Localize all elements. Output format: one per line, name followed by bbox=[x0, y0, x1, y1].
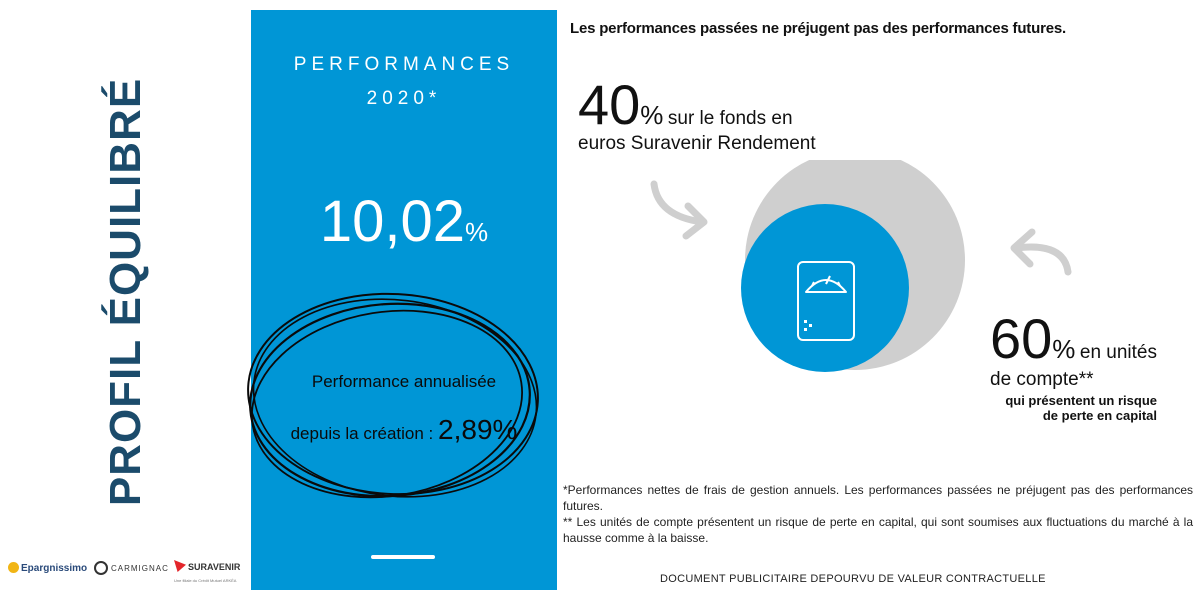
performance-number: 10,02 bbox=[319, 189, 466, 254]
scribble-circle-decoration bbox=[247, 292, 539, 499]
epargnissimo-logo-text: Epargnissimo bbox=[21, 563, 88, 574]
partner-logos: Epargnissimo CARMIGNAC SURAVENIR Une fil… bbox=[8, 556, 253, 586]
suravenir-logo-subtitle: Une filiale du Crédit Mutuel ARKÉA bbox=[174, 578, 237, 583]
uc-text-2: de compte** bbox=[990, 369, 1094, 390]
uc-risk-line-2: de perte en capital bbox=[1042, 408, 1157, 423]
past-performance-disclaimer: Les performances passées ne préjugent pa… bbox=[570, 20, 1066, 37]
uc-risk-text: qui présentent un risque de perte en cap… bbox=[990, 393, 1157, 423]
annualized-label-since: depuis la création : bbox=[290, 424, 434, 443]
performance-unit: % bbox=[465, 217, 489, 247]
fonds-euros-allocation: 40% sur le fonds en euros Suravenir Rend… bbox=[578, 72, 816, 155]
document-note: DOCUMENT PUBLICITAIRE DEPOURVU DE VALEUR… bbox=[660, 573, 1046, 585]
carmignac-logo: CARMIGNAC bbox=[94, 561, 169, 575]
performance-value: 10,02% bbox=[251, 188, 557, 255]
fonds-share-number: 40 bbox=[578, 73, 641, 136]
uc-share-number: 60 bbox=[990, 307, 1053, 370]
footnote-2: ** Les unités de compte présentent un ri… bbox=[563, 515, 1193, 545]
uc-risk-line-1: qui présentent un risque bbox=[1005, 393, 1157, 408]
panel-divider bbox=[371, 555, 435, 559]
footnotes: *Performances nettes de frais de gestion… bbox=[563, 482, 1193, 546]
annualized-row: depuis la création : 2,89% bbox=[251, 414, 557, 446]
performance-panel: PERFORMANCES 2020* 10,02% Performance an… bbox=[247, 10, 557, 590]
curved-arrow-right-icon bbox=[1010, 228, 1072, 276]
carmignac-logo-icon bbox=[94, 561, 108, 575]
fonds-text: sur le fonds en bbox=[667, 108, 793, 129]
fonds-share-pct: % bbox=[640, 100, 664, 130]
carmignac-logo-text: CARMIGNAC bbox=[111, 564, 169, 573]
suravenir-logo-icon bbox=[174, 560, 186, 572]
unites-de-compte-allocation: 60% en unités de compte** qui présentent… bbox=[990, 306, 1157, 423]
scale-icon bbox=[797, 261, 855, 341]
allocation-graphic bbox=[650, 160, 1072, 372]
epargnissimo-logo-icon bbox=[8, 562, 19, 573]
panel-heading: PERFORMANCES bbox=[293, 54, 515, 75]
panel-heading-year: 2020* bbox=[366, 88, 442, 109]
annualized-label: Performance annualisée bbox=[311, 372, 497, 391]
suravenir-logo: SURAVENIR Une filiale du Crédit Mutuel A… bbox=[174, 557, 240, 583]
uc-share-pct: % bbox=[1052, 334, 1076, 364]
uc-text: en unités bbox=[1079, 342, 1157, 363]
profile-title: PROFIL ÉQUILIBRÉ bbox=[101, 77, 150, 507]
epargnissimo-logo: Epargnissimo bbox=[8, 562, 87, 574]
suravenir-logo-text: SURAVENIR bbox=[188, 562, 241, 572]
curved-arrow-left-icon bbox=[650, 180, 708, 240]
fonds-text-2: euros Suravenir Rendement bbox=[578, 133, 816, 154]
annualized-value: 2,89% bbox=[438, 414, 518, 445]
fonds-circle bbox=[741, 204, 909, 372]
footnote-1: *Performances nettes de frais de gestion… bbox=[563, 483, 1193, 513]
